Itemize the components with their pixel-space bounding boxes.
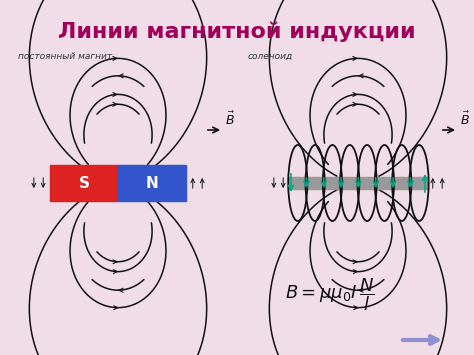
Text: $B = \mu\mu_0 I\,\dfrac{N}{l}$: $B = \mu\mu_0 I\,\dfrac{N}{l}$: [285, 277, 375, 313]
Text: соленоид: соленоид: [248, 52, 293, 61]
Text: S: S: [79, 175, 90, 191]
Text: $\vec{B}$: $\vec{B}$: [225, 111, 235, 128]
Text: Линии магнитной индукции: Линии магнитной индукции: [58, 22, 416, 43]
Bar: [118, 165, 186, 201]
Text: $\vec{B}$: $\vec{B}$: [460, 111, 470, 128]
Bar: [288, 177, 428, 189]
Text: постоянный магнит: постоянный магнит: [18, 52, 112, 61]
Bar: [50, 165, 118, 201]
Text: N: N: [146, 175, 158, 191]
